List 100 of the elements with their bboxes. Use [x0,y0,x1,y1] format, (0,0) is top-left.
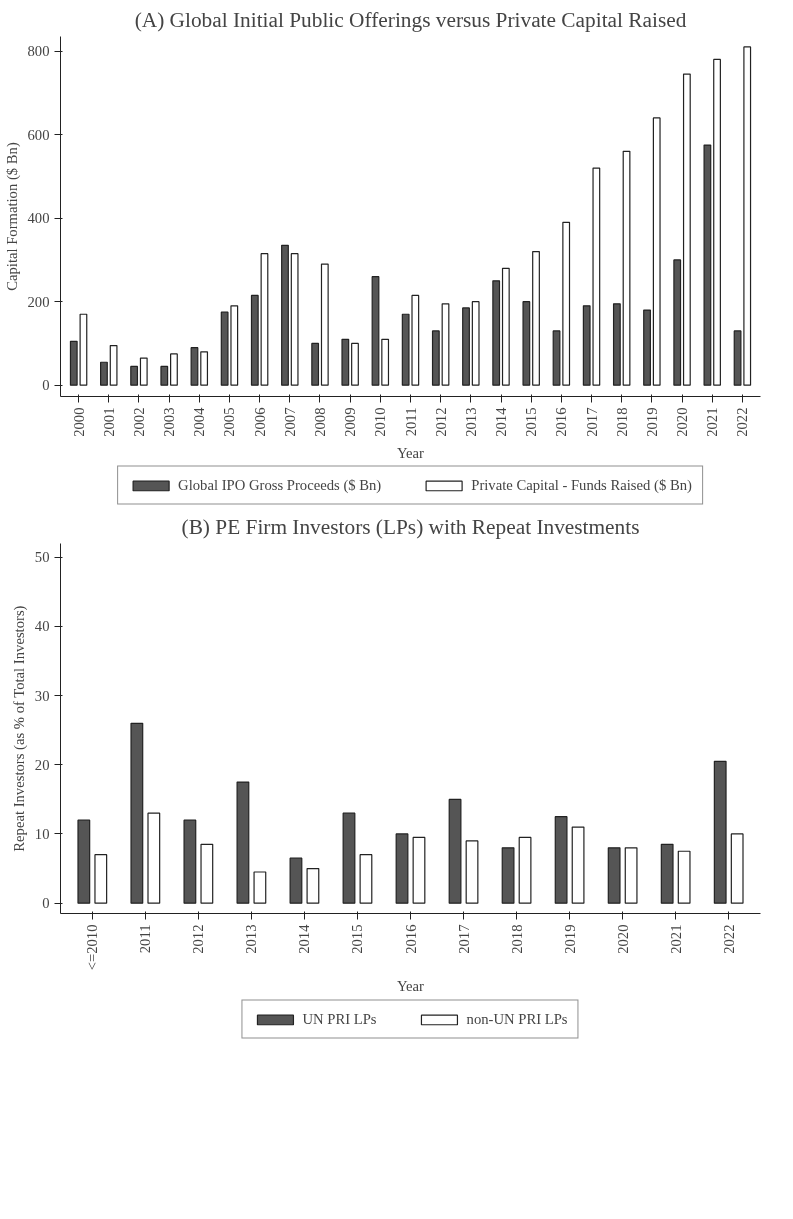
bar [281,244,289,386]
x-tick-label: 2012 [190,924,207,954]
y-tick-label: 40 [34,618,50,635]
x-tick-label: 2018 [508,924,525,954]
bar [607,847,621,904]
y-tick-label: 600 [27,126,50,143]
x-tick-label: 2017 [583,407,600,437]
legend-label: non-UN PRI LPs [466,1010,568,1028]
bar [532,250,540,386]
bar [320,263,329,386]
bar [147,812,161,904]
bar [522,301,531,386]
y-tick-label: 10 [34,825,50,842]
bar [236,781,250,904]
x-tick-label: 2009 [342,407,359,437]
x-tick-label: 2021 [667,924,684,954]
x-tick-label: 2004 [191,406,208,437]
bar [289,857,303,904]
bar [342,812,356,904]
x-tick-label: 2013 [243,924,260,954]
bar [100,361,108,386]
x-tick-label: <=2010 [84,924,101,971]
bar [713,58,721,386]
bar [673,259,682,386]
y-tick-label: 400 [27,210,50,227]
y-axis-title: Capital Formation ($ Bn) [3,142,21,291]
bar [94,854,108,904]
bar [431,330,440,386]
bar [612,303,621,386]
bar [200,351,209,386]
x-tick-label: 2013 [462,407,479,437]
x-tick-label: 2019 [561,924,578,954]
bar [341,338,350,386]
y-tick-label: 0 [42,895,50,912]
bar [713,760,727,904]
legend-label: Private Capital - Funds Raised ($ Bn) [471,476,692,494]
x-tick-label: 2007 [281,407,298,437]
y-tick-label: 200 [27,293,50,310]
bar [518,836,532,904]
x-tick-label: 2000 [70,407,87,437]
x-tick-label: 2003 [161,407,178,437]
x-tick-label: 2012 [432,407,449,437]
bar [554,816,568,904]
bar [290,253,299,386]
x-tick-label: 2014 [296,923,313,954]
bar [471,301,480,386]
y-tick-label: 30 [34,687,50,704]
bar [643,309,651,386]
bar [77,819,91,904]
x-tick-label: 2014 [493,406,510,437]
bar [622,150,631,386]
x-tick-label: 2021 [704,407,721,437]
bar [190,347,199,386]
bar [170,353,178,386]
x-tick-label: 2011 [402,407,419,437]
x-tick-label: 2011 [137,924,154,954]
bar [448,798,462,904]
x-tick-label: 2018 [613,407,630,437]
bar [359,854,373,904]
y-tick-label: 50 [34,549,50,566]
y-tick-label: 800 [27,43,50,60]
bar [160,365,169,386]
bar [130,365,139,386]
y-tick-label: 0 [42,377,50,394]
bar [730,833,744,904]
x-axis-title: Year [397,978,425,995]
x-tick-label: 2008 [311,407,328,437]
bar [652,117,661,386]
bar [371,276,380,386]
x-tick-label: 2001 [100,407,117,437]
x-tick-label: 2015 [349,924,366,954]
x-tick-label: 2017 [455,924,472,954]
y-tick-label: 20 [34,756,50,773]
chart-title: (B) PE Firm Investors (LPs) with Repeat Investments [181,514,640,539]
bar [571,826,585,904]
x-tick-label: 2015 [523,407,540,437]
bar [492,280,501,386]
bar [501,847,515,904]
x-tick-label: 2022 [734,407,751,437]
legend-label: UN PRI LPs [302,1010,377,1028]
bar [660,843,674,904]
bar [395,833,409,904]
bar [462,307,470,386]
bar [465,840,479,904]
y-axis-title: Repeat Investors (as % of Total Investors) [10,605,28,852]
x-tick-label: 2022 [720,924,737,954]
bar [682,73,691,386]
bar [351,342,359,386]
bar [200,843,214,904]
bar [703,144,712,386]
x-tick-label: 2020 [614,924,631,954]
x-tick-label: 2010 [372,407,389,437]
x-tick-label: 2019 [643,407,660,437]
bar [381,338,390,386]
legend-label: Global IPO Gross Proceeds ($ Bn) [178,476,382,494]
bar [109,344,118,386]
bar [183,819,197,904]
x-tick-label: 2006 [251,407,268,437]
bar [677,850,691,904]
x-axis-title: Year [397,444,425,461]
